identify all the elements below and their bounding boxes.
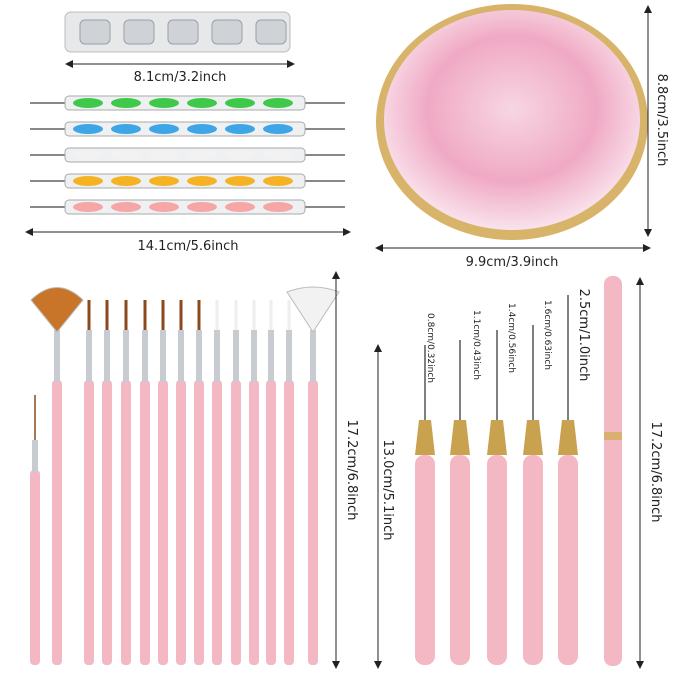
brush-ferrule — [54, 330, 60, 382]
liner-handle — [487, 455, 507, 665]
liner-ferrule — [415, 420, 435, 455]
fan-brush-bristles — [30, 287, 84, 333]
nail-brush-set — [30, 286, 340, 665]
brush-set-length-label: 17.2cm/6.8inch — [344, 419, 359, 520]
dotting-tool-swirl — [187, 176, 217, 186]
liner-handle — [415, 455, 435, 665]
liner-ferrule — [523, 420, 543, 455]
liner-ferrule — [487, 420, 507, 455]
dotting-tool-swirl — [263, 202, 293, 212]
tip-label-5: 2.5cm/1.0inch — [576, 289, 591, 382]
liner-handle — [450, 455, 470, 665]
brush-ferrule — [86, 330, 92, 382]
dotting-tool-swirl — [73, 202, 103, 212]
tip-label-3: 1.4cm/0.56inch — [506, 303, 516, 373]
brush-handle — [266, 380, 276, 665]
liner-handle — [523, 455, 543, 665]
dotting-tool-swirl — [149, 124, 179, 134]
liner-ferrule — [558, 420, 578, 455]
dotting-tool-swirl — [187, 98, 217, 108]
brush-ferrule — [32, 440, 38, 472]
dotting-tool-swirl — [111, 98, 141, 108]
dotting-tool-swirl — [187, 150, 217, 160]
pen-length-label: 17.2cm/6.8inch — [648, 421, 663, 522]
tray-width-label: 8.1cm/3.2inch — [134, 70, 227, 85]
dotting-tool-swirl — [263, 98, 293, 108]
brush-ferrule — [160, 330, 166, 382]
dotting-tool-swirl — [225, 176, 255, 186]
liner-length-label: 13.0cm/5.1inch — [380, 439, 395, 540]
brush-ferrule — [251, 330, 257, 382]
brush-handle — [284, 380, 294, 665]
dotting-tool-swirl — [225, 124, 255, 134]
brush-ferrule — [196, 330, 202, 382]
dotting-tool-swirl — [225, 202, 255, 212]
brush-handle — [176, 380, 186, 665]
brush-ferrule — [268, 330, 274, 382]
dotting-tool-swirl — [73, 176, 103, 186]
liner-handle — [558, 455, 578, 665]
dotting-tool-swirl — [225, 150, 255, 160]
brush-ferrule — [214, 330, 220, 382]
liner-brushes — [415, 295, 578, 665]
dotting-tool-swirl — [225, 98, 255, 108]
brush-ferrule — [104, 330, 110, 382]
dotting-tool-swirl — [263, 176, 293, 186]
tip-label-1: 0.8cm/0.32inch — [425, 313, 435, 383]
dotting-length-label: 14.1cm/5.6inch — [137, 239, 238, 254]
brush-ferrule — [178, 330, 184, 382]
pink-pen-brush — [604, 276, 622, 666]
brush-ferrule — [123, 330, 129, 382]
dotting-tool-swirl — [149, 98, 179, 108]
brush-handle — [84, 380, 94, 665]
brush-handle — [194, 380, 204, 665]
brush-handle — [231, 380, 241, 665]
palette-width-label: 9.9cm/3.9inch — [466, 255, 559, 270]
dotting-tool-swirl — [73, 124, 103, 134]
dotting-tool-swirl — [263, 150, 293, 160]
liner-ferrule — [450, 420, 470, 455]
dotting-tool-swirl — [73, 150, 103, 160]
brush-ferrule — [286, 330, 292, 382]
dotting-tool-swirl — [73, 98, 103, 108]
brush-handle — [140, 380, 150, 665]
brush-handle — [212, 380, 222, 665]
dotting-tool-swirl — [111, 124, 141, 134]
brush-handle — [102, 380, 112, 665]
brush-ferrule — [310, 330, 316, 382]
brush-handle — [30, 470, 40, 665]
brush-ferrule — [142, 330, 148, 382]
tip-label-4: 1.6cm/0.63inch — [542, 300, 552, 370]
resin-palette — [376, 4, 648, 240]
dotting-tool-swirl — [149, 176, 179, 186]
dotting-tool-swirl — [111, 202, 141, 212]
dotting-tool-swirl — [149, 202, 179, 212]
brush-ferrule — [233, 330, 239, 382]
brush-handle — [52, 380, 62, 665]
brush-handle — [308, 380, 318, 665]
rhinestone-tray — [64, 11, 291, 53]
dotting-tools — [30, 95, 345, 215]
brush-handle — [249, 380, 259, 665]
dotting-tool-swirl — [111, 150, 141, 160]
dotting-tool-swirl — [263, 124, 293, 134]
brush-handle — [158, 380, 168, 665]
dotting-tool-swirl — [187, 202, 217, 212]
brush-handle — [121, 380, 131, 665]
dotting-tool-swirl — [187, 124, 217, 134]
palette-height-label: 8.8cm/3.5inch — [654, 74, 669, 167]
dotting-tool-swirl — [111, 176, 141, 186]
dotting-tool-swirl — [149, 150, 179, 160]
fan-brush-bristles — [286, 286, 340, 333]
tip-label-2: 1.1cm/0.43inch — [471, 310, 481, 380]
